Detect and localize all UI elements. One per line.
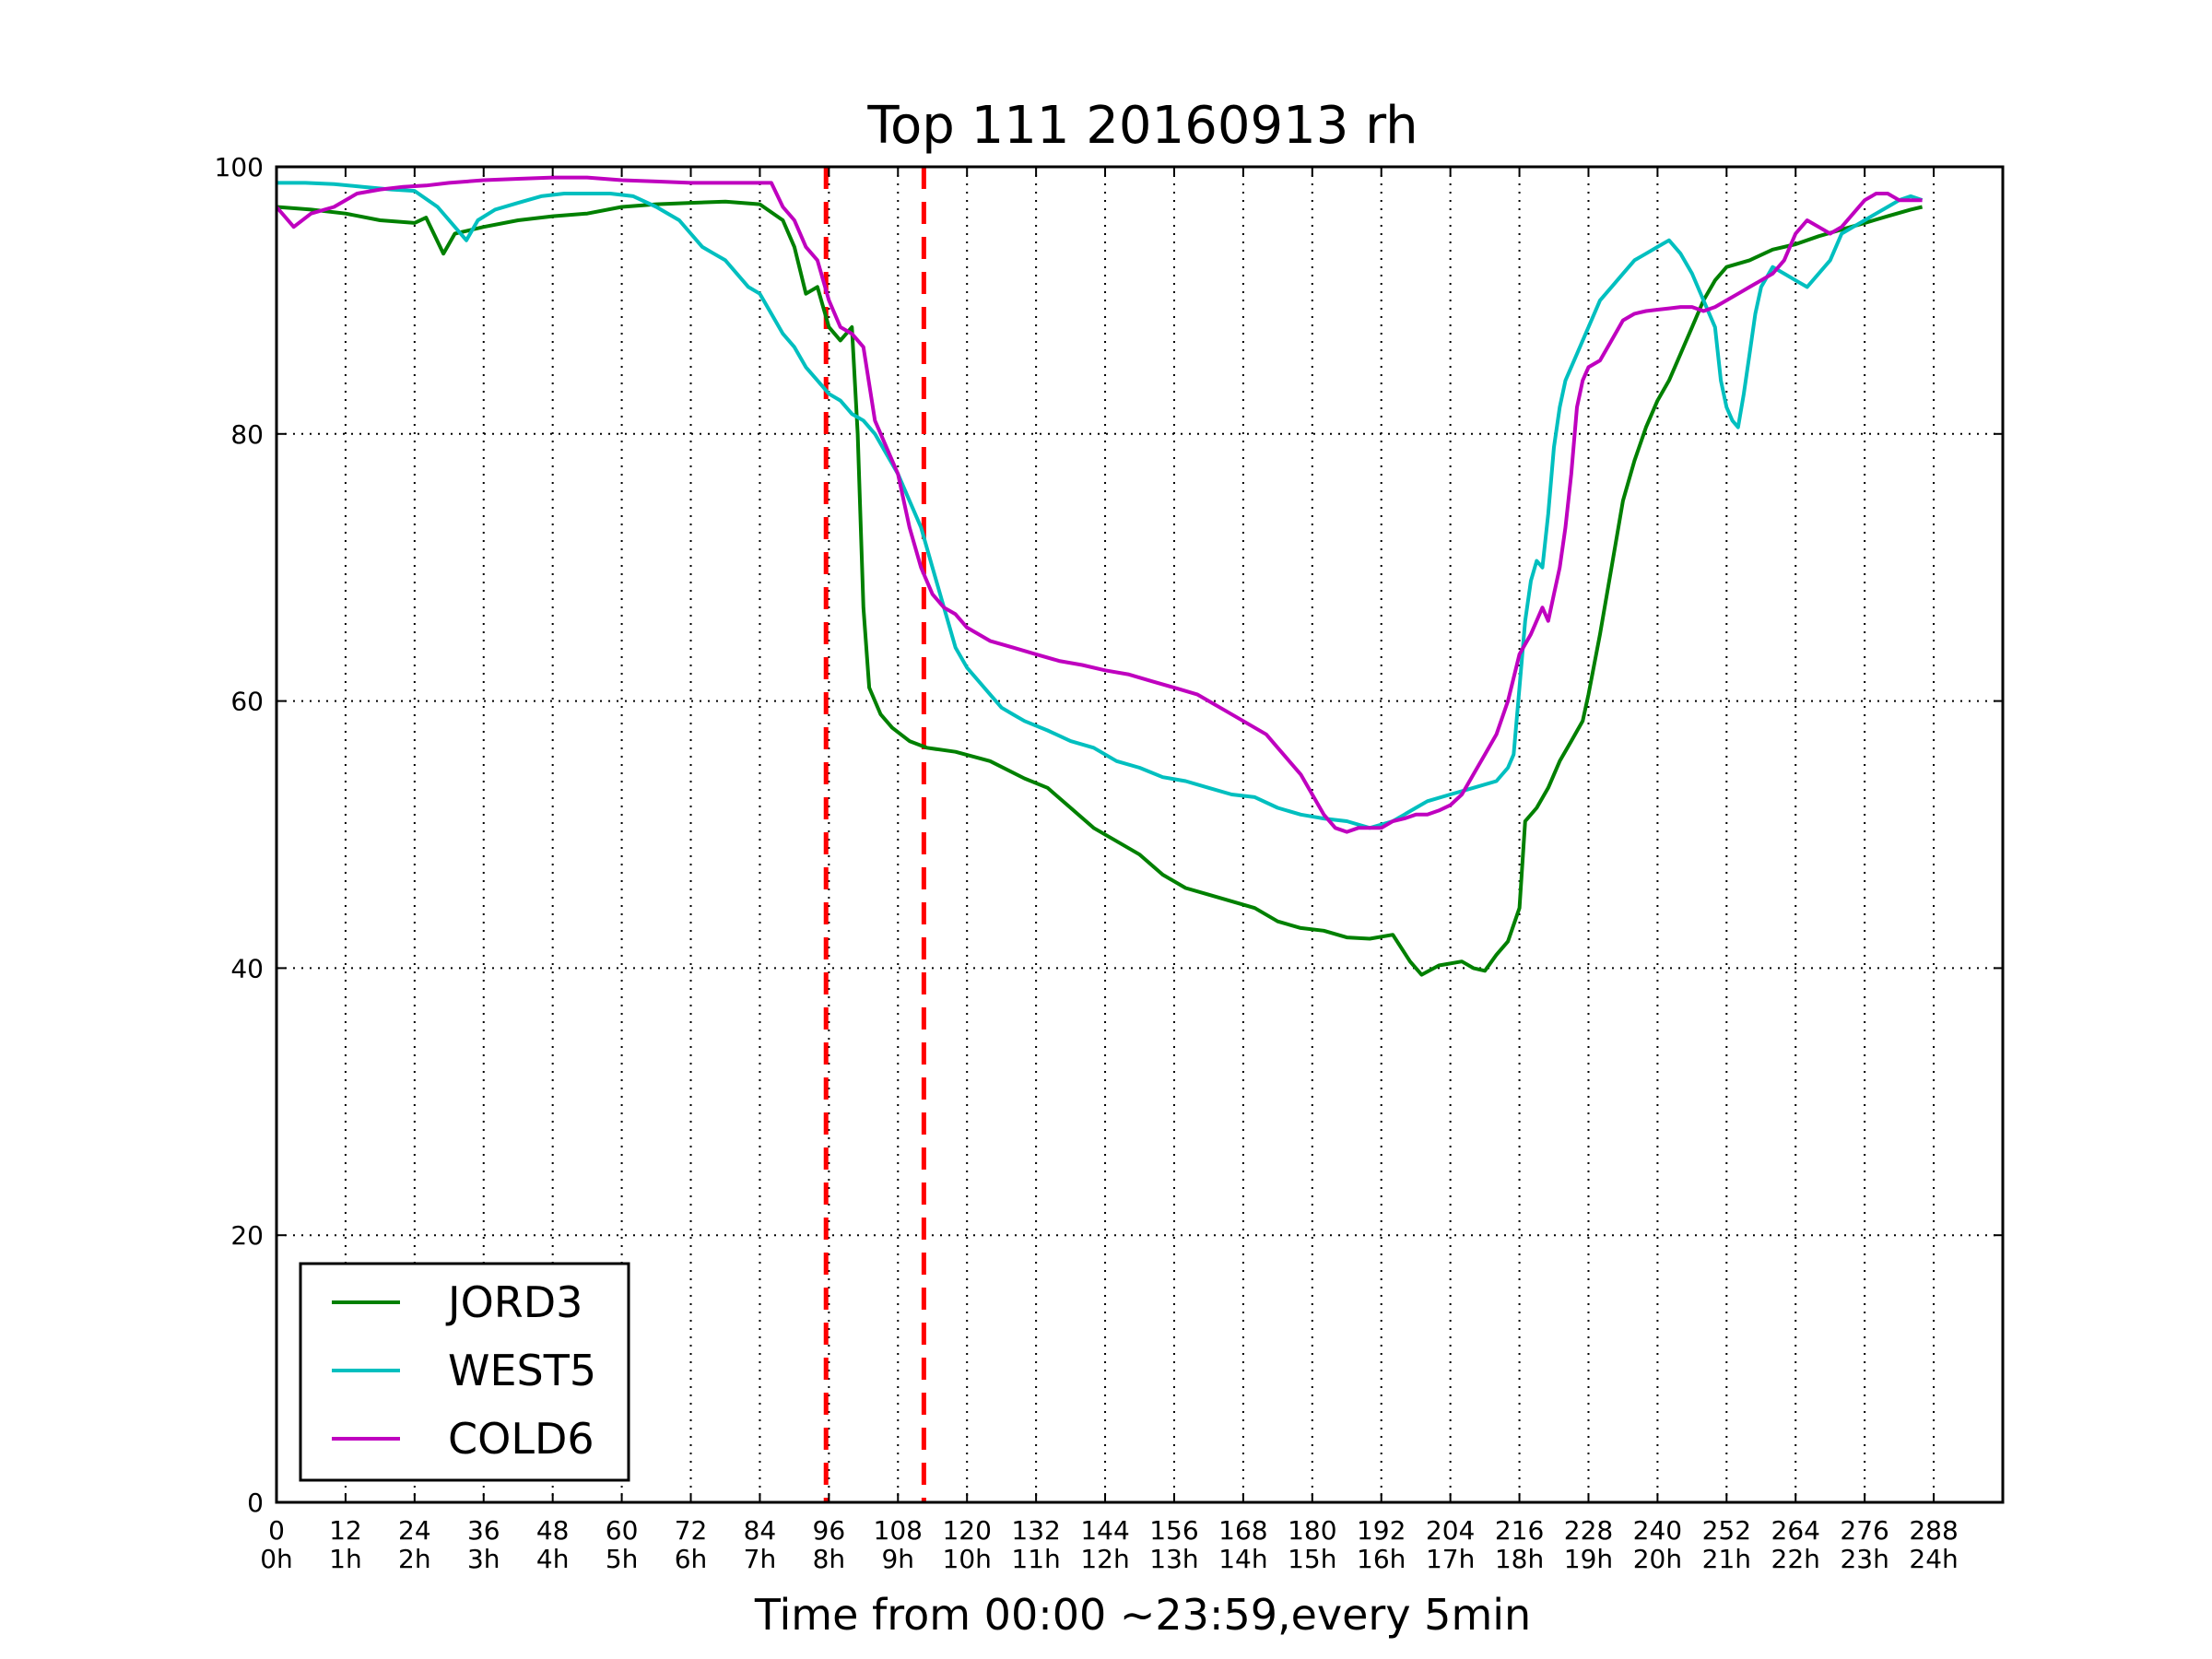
y-tick-label: 40 xyxy=(230,953,264,983)
x-tick-label: 48 xyxy=(536,1515,570,1546)
x-tick-label-hour: 15h xyxy=(1288,1544,1336,1574)
legend-label: WEST5 xyxy=(448,1346,596,1395)
x-tick-label: 144 xyxy=(1080,1515,1129,1546)
x-tick-label: 0 xyxy=(268,1515,285,1546)
x-tick-label: 132 xyxy=(1011,1515,1060,1546)
legend: JORD3 WEST5 COLD6 xyxy=(299,1262,630,1482)
x-tick-label: 12 xyxy=(329,1515,362,1546)
series-lines xyxy=(275,175,1924,977)
x-tick-label-hour: 4h xyxy=(536,1544,570,1574)
x-tick-label: 60 xyxy=(606,1515,639,1546)
plot-frame xyxy=(275,165,2005,1504)
y-axis-ticks: 0 20 40 60 80 100 xyxy=(215,152,2003,1518)
x-tick-label: 240 xyxy=(1633,1515,1682,1546)
x-tick-label: 36 xyxy=(467,1515,500,1546)
x-tick-label: 276 xyxy=(1840,1515,1888,1546)
series-line-west5 xyxy=(276,181,1924,830)
x-tick-label: 72 xyxy=(675,1515,708,1546)
series-line-cold6 xyxy=(275,175,1923,834)
x-tick-label-hour: 22h xyxy=(1771,1544,1820,1574)
x-tick-label-hour: 11h xyxy=(1011,1544,1060,1574)
x-tick-label-hour: 19h xyxy=(1564,1544,1613,1574)
x-tick-label: 156 xyxy=(1149,1515,1198,1546)
x-tick-label-hour: 23h xyxy=(1840,1544,1888,1574)
x-tick-label: 228 xyxy=(1564,1515,1613,1546)
x-tick-label: 168 xyxy=(1218,1515,1267,1546)
x-tick-label-hour: 1h xyxy=(329,1544,362,1574)
x-tick-label-hour: 21h xyxy=(1702,1544,1751,1574)
x-tick-label-hour: 18h xyxy=(1495,1544,1544,1574)
x-axis-label: Time from 00:00 ~23:59,every 5min xyxy=(754,1590,1531,1640)
x-tick-label-hour: 5h xyxy=(606,1544,639,1574)
plot-area xyxy=(275,165,2005,1504)
y-tick-label: 100 xyxy=(215,152,264,182)
x-tick-label: 252 xyxy=(1702,1515,1751,1546)
x-tick-label-hour: 17h xyxy=(1426,1544,1475,1574)
x-tick-label: 192 xyxy=(1357,1515,1406,1546)
x-tick-label-hour: 14h xyxy=(1218,1544,1267,1574)
y-tick-label: 60 xyxy=(230,687,264,717)
x-tick-label: 108 xyxy=(874,1515,923,1546)
y-tick-label: 0 xyxy=(247,1488,264,1518)
x-tick-label-hour: 16h xyxy=(1357,1544,1406,1574)
x-tick-label-hour: 7h xyxy=(744,1544,777,1574)
x-tick-label: 120 xyxy=(942,1515,991,1546)
x-tick-label-hour: 12h xyxy=(1080,1544,1129,1574)
x-tick-label: 216 xyxy=(1495,1515,1544,1546)
legend-label: JORD3 xyxy=(445,1277,582,1327)
y-tick-label: 80 xyxy=(230,419,264,450)
x-tick-label-hour: 3h xyxy=(467,1544,500,1574)
x-tick-label: 288 xyxy=(1909,1515,1958,1546)
x-tick-label: 204 xyxy=(1426,1515,1475,1546)
series-line-jord3 xyxy=(276,199,1924,977)
legend-label: COLD6 xyxy=(448,1414,594,1464)
x-tick-label-hour: 10h xyxy=(943,1544,992,1574)
x-tick-label-hour: 20h xyxy=(1633,1544,1682,1574)
x-tick-label-hour: 0h xyxy=(260,1544,293,1574)
marker-lines xyxy=(823,167,926,1502)
x-tick-label: 96 xyxy=(813,1515,846,1546)
x-tick-label-hour: 13h xyxy=(1149,1544,1198,1574)
x-tick-label-hour: 8h xyxy=(813,1544,846,1574)
x-tick-label: 84 xyxy=(744,1515,777,1546)
x-tick-label: 180 xyxy=(1288,1515,1336,1546)
x-tick-label-hour: 24h xyxy=(1909,1544,1958,1574)
x-tick-label-hour: 6h xyxy=(675,1544,708,1574)
x-tick-label-hour: 9h xyxy=(881,1544,914,1574)
x-tick-label-hour: 2h xyxy=(398,1544,431,1574)
x-tick-label: 24 xyxy=(398,1515,431,1546)
chart-title: Top 111 20160913 rh xyxy=(866,96,1418,156)
y-tick-label: 20 xyxy=(230,1220,264,1251)
x-tick-label: 264 xyxy=(1771,1515,1820,1546)
